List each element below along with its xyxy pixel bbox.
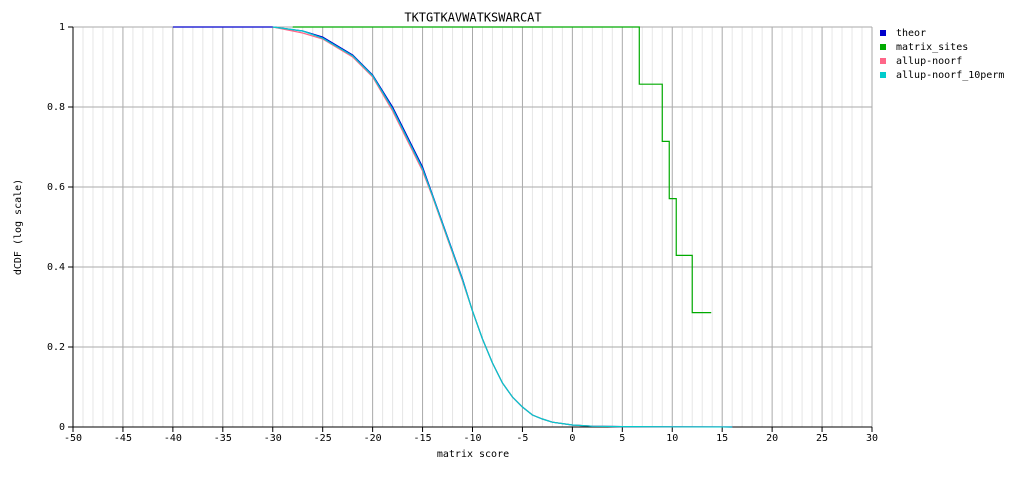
x-tick-label: 30 <box>866 433 878 444</box>
legend-marker <box>880 58 886 64</box>
legend-marker <box>880 72 886 78</box>
x-tick-label: -20 <box>364 433 382 444</box>
y-tick-label: 0 <box>59 422 65 433</box>
legend-label: theor <box>896 28 926 39</box>
x-tick-label: 15 <box>716 433 728 444</box>
x-tick-label: 10 <box>666 433 678 444</box>
x-tick-label: -30 <box>264 433 282 444</box>
legend-label: allup-noorf <box>896 56 962 67</box>
legend-marker <box>880 30 886 36</box>
series-line <box>272 26 733 428</box>
legend-label: matrix_sites <box>896 42 968 53</box>
legend-label: allup-noorf_10perm <box>896 70 1004 81</box>
x-tick-label: -45 <box>114 433 132 444</box>
x-tick-label: -25 <box>314 433 332 444</box>
legend-marker <box>880 44 886 50</box>
x-tick-label: -50 <box>64 433 82 444</box>
x-tick-label: 25 <box>816 433 828 444</box>
x-tick-label: 20 <box>766 433 778 444</box>
x-tick-label: 0 <box>569 433 575 444</box>
y-axis-label: dCDF (log scale) <box>13 179 24 275</box>
series-line <box>292 26 712 314</box>
y-tick-label: 0.6 <box>47 182 65 193</box>
x-tick-label: 5 <box>619 433 625 444</box>
y-tick-label: 0.2 <box>47 342 65 353</box>
x-tick-label: -10 <box>463 433 481 444</box>
y-tick-label: 0.8 <box>47 102 65 113</box>
x-axis-label: matrix score <box>437 449 509 460</box>
x-tick-label: -15 <box>414 433 432 444</box>
x-tick-label: -40 <box>164 433 182 444</box>
y-tick-label: 0.4 <box>47 262 65 273</box>
chart-title: TKTGTKAVWATKSWARCAT <box>404 11 541 25</box>
x-tick-label: -35 <box>214 433 232 444</box>
x-tick-label: -5 <box>516 433 528 444</box>
y-tick-label: 1 <box>59 22 65 33</box>
